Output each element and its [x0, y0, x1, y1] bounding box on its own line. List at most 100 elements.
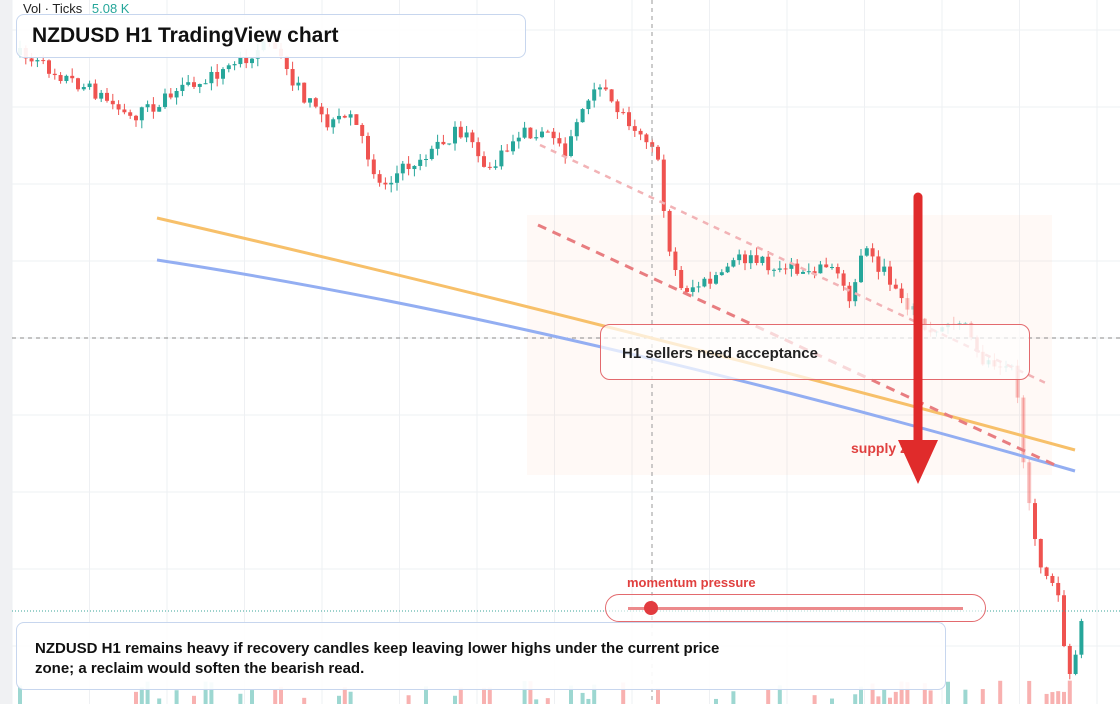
- candle-body: [615, 101, 620, 113]
- candle-body: [696, 286, 701, 288]
- candle-body: [690, 287, 695, 292]
- volume-bar: [174, 690, 179, 704]
- candle-body: [371, 159, 376, 175]
- title: NZDUSD H1 TradingView chart: [32, 24, 339, 47]
- candle-body: [719, 272, 724, 276]
- candle-body: [87, 83, 92, 88]
- candle-body: [1021, 397, 1026, 463]
- momentum-pill: [605, 594, 986, 622]
- volume-bar: [1067, 680, 1072, 704]
- candle-body: [406, 163, 411, 170]
- candle-body: [360, 124, 365, 136]
- candle-body: [99, 92, 104, 99]
- candle-body: [145, 104, 150, 108]
- candle-body: [70, 75, 75, 79]
- candle-body: [476, 142, 481, 157]
- candle-body: [209, 71, 214, 84]
- candle-body: [429, 148, 434, 160]
- candle-body: [284, 56, 289, 70]
- candle-body: [458, 126, 463, 138]
- candle-body: [783, 268, 788, 270]
- candle-body: [319, 106, 324, 115]
- candle-body: [377, 174, 382, 183]
- candle-body: [818, 264, 823, 274]
- candle-body: [435, 141, 440, 149]
- volume-bar: [893, 691, 898, 704]
- candle-body: [203, 83, 208, 85]
- candle-body: [632, 126, 637, 131]
- volume-bar: [1044, 693, 1049, 704]
- candle-body: [766, 256, 771, 271]
- candle-body: [400, 163, 405, 174]
- candle-body: [714, 275, 718, 284]
- candle-body: [772, 269, 776, 271]
- candle-body: [412, 165, 417, 170]
- volume-bar: [145, 681, 150, 704]
- candle-body: [221, 69, 225, 79]
- candle-body: [893, 284, 898, 289]
- candle-body: [516, 137, 521, 142]
- candle-body: [250, 58, 254, 64]
- candle-body: [511, 141, 515, 152]
- volume-bar: [302, 697, 307, 704]
- candle-body: [598, 87, 602, 90]
- volume-bar: [209, 682, 214, 704]
- candle-body: [354, 114, 359, 125]
- candle-body: [325, 114, 330, 128]
- candle-body: [801, 271, 805, 274]
- volume-legend: Vol · Ticks 5.08 K: [23, 1, 129, 16]
- volume-bar: [766, 689, 771, 704]
- candle-body: [754, 255, 759, 263]
- candle-body: [551, 131, 556, 139]
- candle-body: [731, 260, 736, 267]
- volume-bar: [238, 693, 243, 704]
- candle-body: [835, 267, 840, 274]
- title-box: NZDUSD H1 TradingView chart: [16, 14, 526, 58]
- candle-body: [128, 112, 133, 116]
- candle-body: [1044, 567, 1049, 576]
- candle-body: [957, 323, 962, 325]
- candle-body: [667, 210, 672, 252]
- volume-bar: [522, 681, 527, 704]
- volume-bar: [1062, 691, 1066, 704]
- candle-body: [470, 132, 475, 143]
- candle-body: [638, 130, 643, 135]
- candle-body: [238, 57, 243, 65]
- candle-body: [656, 146, 660, 160]
- candle-body: [337, 115, 341, 120]
- candle-body: [116, 104, 121, 110]
- candle-body: [743, 254, 747, 264]
- volume-bar: [545, 698, 550, 704]
- volume-bar: [157, 698, 162, 704]
- candle-body: [348, 114, 353, 118]
- candle-body: [482, 156, 486, 167]
- momentum-dot: [644, 601, 658, 615]
- candle-body: [139, 107, 144, 121]
- volume-bar: [586, 698, 591, 704]
- candle-body: [824, 264, 829, 268]
- candle-body: [963, 322, 968, 324]
- volume-bar: [139, 687, 144, 704]
- candle-body: [134, 115, 138, 121]
- volume-bar: [337, 695, 341, 704]
- candle-body: [1027, 462, 1032, 504]
- acceptance-label: H1 sellers need acceptance: [622, 345, 818, 362]
- candle-body: [702, 278, 707, 287]
- volume-bar: [453, 695, 457, 704]
- volume-bar: [250, 690, 254, 704]
- volume-bar: [528, 681, 533, 704]
- candle-body: [1015, 365, 1020, 398]
- candle-body: [41, 60, 46, 62]
- volume-bar: [882, 689, 887, 704]
- volume-bar: [458, 687, 463, 704]
- volume-bars: [18, 680, 1072, 704]
- candle-body: [331, 119, 336, 128]
- volume-bar: [998, 680, 1003, 704]
- candle-body: [226, 65, 231, 70]
- candle-body: [644, 134, 649, 143]
- candle-body: [528, 127, 533, 139]
- candle-body: [917, 306, 921, 319]
- candle-body: [1073, 654, 1078, 674]
- candle-body: [830, 267, 834, 269]
- candle-body: [418, 159, 423, 166]
